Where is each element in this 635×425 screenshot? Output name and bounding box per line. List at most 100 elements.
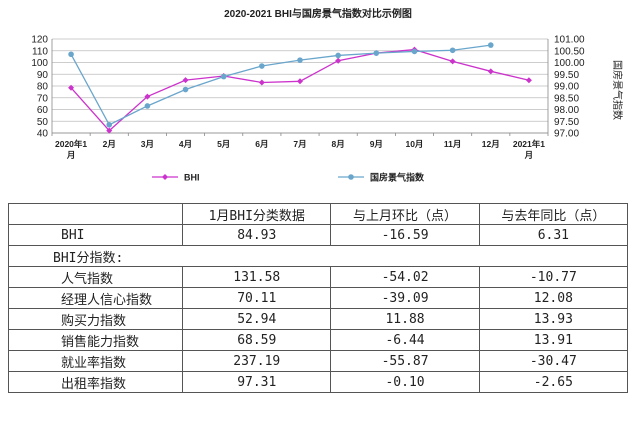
row-label: 销售能力指数 [7,329,184,351]
table-row: 出租率指数 97.31 -0.10 -2.65 [7,371,629,393]
series-point-1 [258,79,265,86]
header-cell-mom: 与上月环比（点） [330,203,480,225]
table-header-row: 1月BHI分类数据 与上月环比（点） 与去年同比（点） [7,203,629,225]
series-point-1 [335,57,342,64]
y-right-tick-label: 100.50 [554,46,585,57]
data-table: 1月BHI分类数据 与上月环比（点） 与去年同比（点） BHI 84.93 -1… [7,203,629,393]
y-right-tick-label: 99.00 [554,82,579,93]
y-right-tick-label: 98.50 [554,93,579,104]
y-right-tick-label: 100.00 [554,58,585,69]
legend-marker-2 [348,174,354,180]
y-left-tick-label: 120 [31,35,48,46]
section-label: BHI分指数: [8,245,628,267]
row-value-mom: -54.02 [330,266,480,288]
x-tick-label: 4月 [179,139,192,149]
header-cell-current: 1月BHI分类数据 [182,203,332,225]
row-value-mom: -16.59 [330,224,480,246]
table-row-bhi: BHI 84.93 -16.59 6.31 [7,224,629,246]
row-label: 经理人信心指数 [7,287,184,309]
row-value-current: 97.31 [182,371,332,393]
series-point-1 [487,68,494,75]
x-tick-label: 12月 [482,139,500,149]
x-tick-label: 2021年1 月 [513,139,545,160]
right-axis-title: 国房景气指数 [611,60,624,120]
series-point-1 [144,93,151,100]
row-value-yoy: 6.31 [478,224,629,246]
y-left-tick-label: 80 [37,82,49,93]
row-value-current: 52.94 [182,308,332,330]
chart-title: 2020-2021 BHI与国房景气指数对比示例图 [224,7,412,20]
legend-label-1: BHI [184,173,200,183]
y-left-tick-label: 60 [37,105,49,116]
row-value-yoy: -30.47 [478,350,629,372]
series-point-1 [68,84,75,91]
table-row: 经理人信心指数 70.11 -39.09 12.08 [7,287,629,309]
row-value-current: 68.59 [182,329,332,351]
row-value-current: 84.93 [182,224,332,246]
header-cell-yoy: 与去年同比（点） [478,203,629,225]
series-point-2 [106,121,113,128]
legend-marker-1 [162,174,168,180]
legend-label-2: 国房景气指数 [370,172,425,183]
x-tick-label: 2020年1 月 [55,139,87,160]
x-tick-label: 7月 [293,139,306,149]
table-row: 就业率指数 237.19 -55.87 -30.47 [7,350,629,372]
x-tick-label: 3月 [141,139,154,149]
row-value-yoy: 13.91 [478,329,629,351]
line-chart: 2020-2021 BHI与国房景气指数对比示例图 40506070809010… [31,7,624,183]
series-point-1 [106,127,113,134]
chart-area: 2020-2021 BHI与国房景气指数对比示例图 40 50 60 70 80 90 10… [0,0,635,195]
row-label: 人气指数 [7,266,184,288]
y-left-tick-label: 90 [37,70,49,81]
y-right-tick-label: 99.50 [554,70,579,81]
x-tick-label: 8月 [332,139,345,149]
series-point-2 [373,50,380,56]
y-left-tick-label: 50 [37,117,49,128]
row-label: 出租率指数 [7,371,184,393]
row-label: 购买力指数 [7,308,184,330]
series-point-1 [525,77,532,84]
series-point-2 [68,51,74,58]
row-value-current: 131.58 [182,266,332,288]
x-tick-label: 2月 [103,139,116,149]
row-value-yoy: 13.93 [478,308,629,330]
series-line-2 [70,44,491,126]
table-row: 销售能力指数 68.59 -6.44 13.91 [7,329,629,351]
series-point-1 [297,78,303,85]
y-right-tick-label: 98.00 [554,105,579,116]
series-point-2 [487,42,494,48]
x-tick-label: 11月 [444,139,462,149]
series-point-2 [449,47,456,54]
series-point-2 [259,63,265,69]
row-value-yoy: 12.08 [478,287,629,309]
row-value-current: 237.19 [182,350,332,372]
series-point-2 [182,86,189,93]
table-row: 购买力指数 52.94 11.88 13.93 [7,308,629,330]
series-point-1 [449,58,456,65]
row-value-yoy: -2.65 [478,371,629,393]
row-label: 就业率指数 [7,350,184,372]
row-value-mom: -6.44 [330,329,480,351]
table-section-row: BHI分指数: [8,245,628,267]
series-point-1 [182,77,189,84]
series-point-2 [411,48,418,55]
row-label: BHI [7,224,184,246]
y-right-tick-label: 101.00 [554,35,585,46]
y-right-tick-label: 97.50 [554,117,579,128]
x-tick-label: 6月 [255,139,268,149]
y-left-tick-label: 110 [32,46,48,57]
x-tick-label: 9月 [370,139,383,149]
y-left-tick-label: 40 [37,129,49,140]
y-left-tick-label: 70 [37,93,49,104]
series-point-2 [297,57,303,63]
y-left-tick-label: 100 [31,58,48,69]
row-value-current: 70.11 [182,287,332,309]
row-value-mom: -0.10 [330,371,480,393]
row-value-mom: -55.87 [330,350,480,372]
y-right-tick-label: 97.00 [554,129,579,140]
row-value-mom: 11.88 [330,308,480,330]
series-point-2 [144,103,151,109]
row-value-mom: -39.09 [330,287,480,309]
row-value-yoy: -10.77 [478,266,629,288]
header-cell-empty [7,203,184,225]
